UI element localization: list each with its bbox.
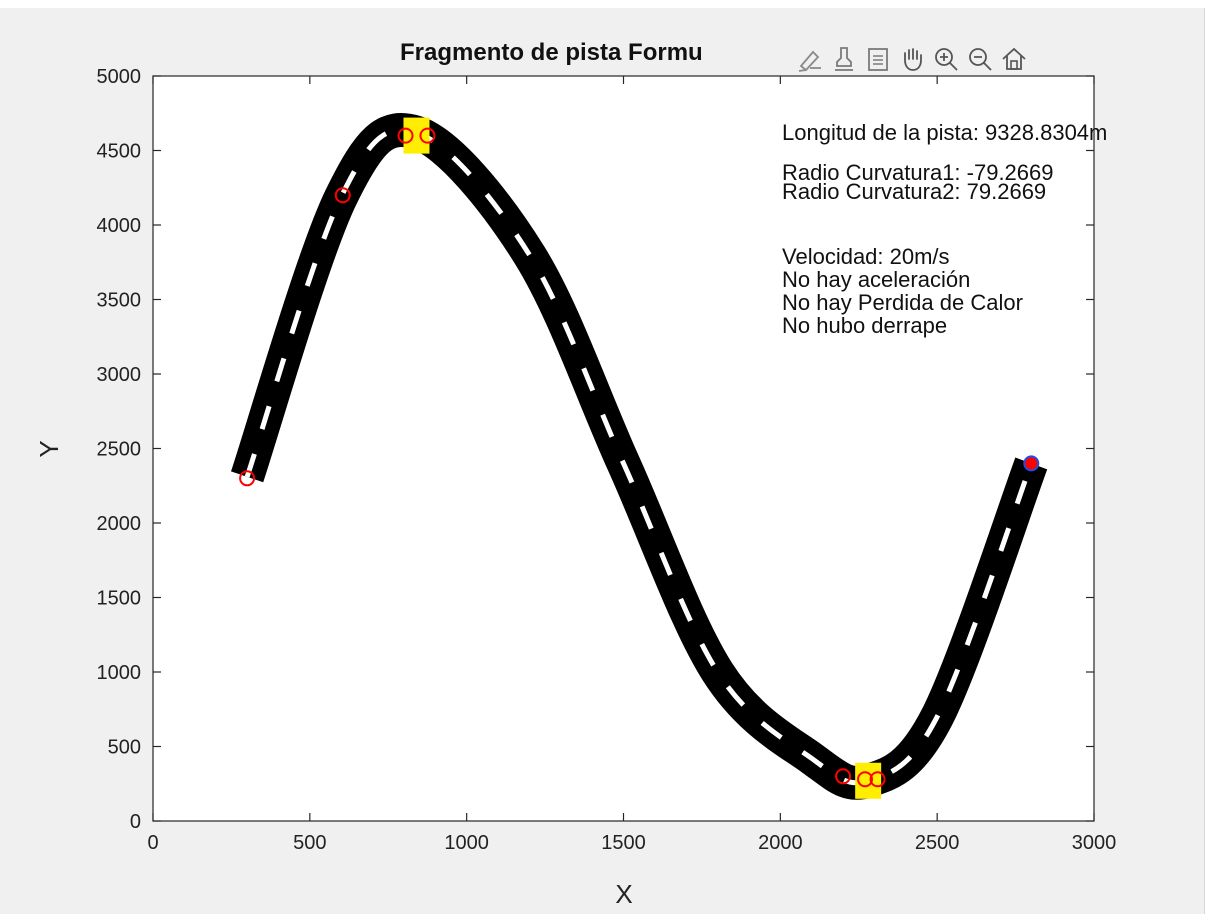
x-tick-label: 1500 bbox=[601, 832, 646, 854]
legend-button[interactable] bbox=[862, 41, 894, 77]
home-icon bbox=[1002, 47, 1026, 70]
blue-point-marker bbox=[1023, 455, 1040, 472]
yellow-patch bbox=[403, 117, 430, 154]
red-circle-marker bbox=[397, 127, 414, 144]
heat-loss-text: No hay Perdida de Calor bbox=[782, 290, 1023, 315]
track-road bbox=[230, 113, 1048, 800]
y-axis-title: Y bbox=[34, 440, 64, 457]
y-tick-label: 2000 bbox=[97, 513, 142, 535]
red-circle-marker bbox=[239, 470, 256, 487]
x-tick-label: 3000 bbox=[1072, 832, 1117, 854]
y-tick-label: 1500 bbox=[97, 588, 142, 610]
y-tick-label: 4000 bbox=[97, 215, 142, 237]
red-circle-marker bbox=[334, 187, 351, 204]
curvature-radius-2-text: Radio Curvatura2: 79.2669 bbox=[782, 179, 1046, 204]
pan-hand-icon bbox=[904, 48, 922, 71]
y-tick-label: 2500 bbox=[97, 439, 142, 461]
acceleration-text: No hay aceleración bbox=[782, 267, 970, 292]
red-circle-marker bbox=[419, 127, 436, 144]
brush-button[interactable] bbox=[794, 41, 826, 77]
track-length-text: Longitud de la pista: 9328.8304m bbox=[782, 120, 1107, 145]
x-axis-title: X bbox=[615, 879, 632, 909]
zoom-out-button[interactable] bbox=[964, 41, 996, 77]
x-tick-label: 2000 bbox=[758, 832, 803, 854]
data-tips-button[interactable] bbox=[828, 41, 860, 77]
y-tick-label: 1000 bbox=[97, 662, 142, 684]
y-tick-label: 5000 bbox=[97, 66, 142, 88]
chart-title: Fragmento de pista Formu bbox=[400, 39, 703, 66]
skid-text: No hubo derrape bbox=[782, 313, 947, 338]
curvature-radius-1-text: Radio Curvatura1: -79.2669 bbox=[782, 160, 1054, 185]
red-circle-marker bbox=[857, 771, 874, 788]
y-tick-label: 4500 bbox=[97, 141, 142, 163]
x-tick-label: 1000 bbox=[444, 832, 489, 854]
y-tick-label: 0 bbox=[130, 811, 141, 833]
marker-layer bbox=[239, 117, 1040, 799]
figure-panel: 0 500 1000 1500 2000 2500 3000 0 500 1000 1500 2000… bbox=[0, 8, 1205, 914]
data-tips-icon bbox=[835, 47, 853, 71]
home-button[interactable] bbox=[998, 41, 1030, 77]
plot-canvas: 0 500 1000 1500 2000 2500 3000 0 500 1000 1500 2000… bbox=[34, 39, 1117, 909]
y-tick-label: 3000 bbox=[97, 364, 142, 386]
legend-icon bbox=[868, 48, 888, 71]
speed-text: Velocidad: 20m/s bbox=[782, 244, 950, 269]
red-circle-marker bbox=[869, 771, 886, 788]
tick-layer: 0 500 1000 1500 2000 2500 3000 0 500 1000 1500 2000… bbox=[97, 66, 1117, 854]
pan-button[interactable] bbox=[896, 41, 928, 77]
x-tick-label: 0 bbox=[147, 832, 158, 854]
track-layer bbox=[230, 113, 1048, 800]
red-circle-marker bbox=[835, 768, 852, 785]
y-tick-label: 3500 bbox=[97, 290, 142, 312]
yellow-patch bbox=[855, 762, 882, 799]
zoom-in-icon bbox=[935, 48, 958, 71]
zoom-out-icon bbox=[969, 48, 992, 71]
y-tick-label: 500 bbox=[108, 737, 141, 759]
brush-icon bbox=[798, 50, 821, 72]
zoom-in-button[interactable] bbox=[930, 41, 962, 77]
x-tick-label: 500 bbox=[293, 832, 326, 854]
axes-toolbar bbox=[794, 38, 1030, 80]
x-tick-label: 2500 bbox=[915, 832, 960, 854]
